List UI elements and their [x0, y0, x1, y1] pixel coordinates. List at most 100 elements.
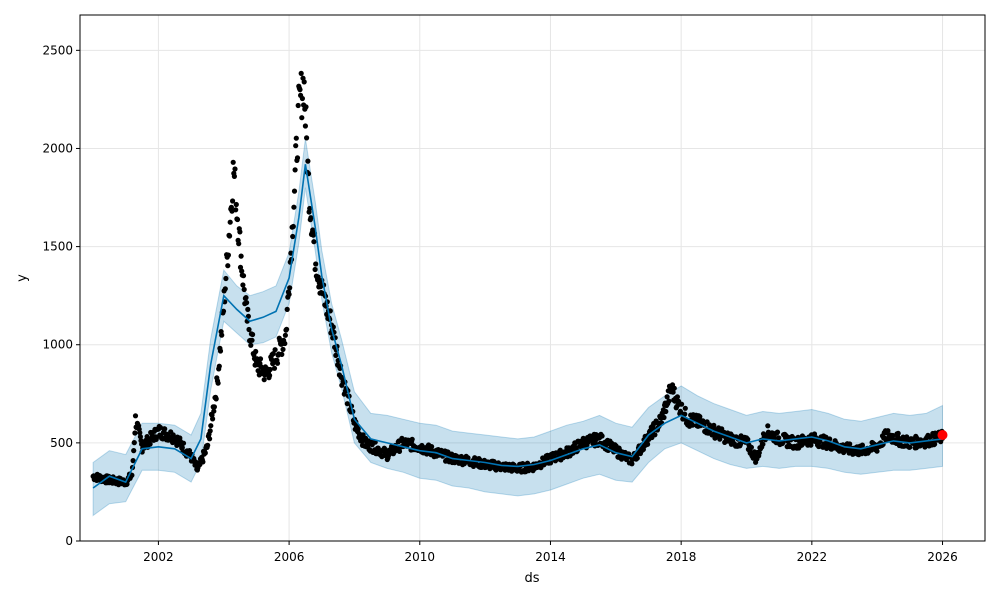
observed-point — [211, 408, 217, 414]
observed-point — [674, 394, 681, 400]
highlight-layer — [937, 430, 948, 440]
observed-point — [756, 450, 762, 456]
observed-point — [808, 442, 814, 448]
observed-point — [765, 423, 771, 429]
observed-point — [210, 416, 216, 422]
observed-point — [344, 401, 350, 407]
observed-point — [245, 313, 251, 319]
grid — [80, 15, 985, 542]
observed-point — [904, 434, 910, 440]
uncertainty-band — [92, 138, 943, 517]
uncertainty-band-layer — [92, 138, 943, 517]
observed-point — [311, 239, 317, 245]
y-tick-label: 0 — [65, 534, 73, 548]
observed-point — [299, 95, 305, 102]
observed-point — [147, 441, 153, 447]
observed-point — [280, 346, 286, 352]
observed-point — [219, 332, 225, 338]
observed-point — [131, 440, 137, 446]
x-tick-label: 2006 — [274, 550, 305, 564]
observed-point — [817, 439, 823, 445]
observed-point — [623, 456, 630, 463]
y-tick-label: 1500 — [42, 240, 73, 254]
observed-point — [220, 308, 227, 314]
observed-point — [297, 87, 303, 93]
observed-point — [307, 205, 313, 212]
observed-point — [222, 286, 228, 292]
observed-point — [645, 441, 651, 447]
observed-point — [207, 428, 213, 434]
observed-point — [248, 342, 254, 348]
observed-point — [232, 166, 238, 172]
observed-point — [270, 351, 276, 357]
observed-point — [302, 123, 308, 129]
x-tick-label: 2010 — [405, 550, 436, 564]
observed-point — [664, 394, 670, 400]
y-tick-label: 500 — [50, 436, 73, 450]
observed-point — [689, 422, 696, 428]
observed-point — [240, 282, 246, 288]
observed-point — [137, 430, 143, 436]
observed-point — [132, 430, 138, 436]
observed-point — [305, 158, 311, 164]
x-axis-label: ds — [524, 571, 539, 586]
observed-point — [271, 365, 278, 371]
observed-point — [272, 347, 278, 353]
observed-point — [308, 215, 314, 221]
observed-point — [243, 295, 249, 301]
observed-point — [216, 363, 222, 369]
observed-point — [745, 436, 751, 442]
x-tick-label: 2014 — [535, 550, 566, 564]
observed-point — [429, 444, 435, 450]
observed-point — [282, 332, 288, 338]
observed-point — [291, 188, 298, 194]
observed-point — [284, 326, 290, 332]
observed-point — [315, 274, 321, 280]
observed-point — [279, 351, 285, 357]
observed-point — [186, 448, 193, 454]
observed-point — [292, 167, 298, 173]
observed-point — [847, 441, 853, 447]
observed-point — [208, 423, 214, 429]
observed-point — [760, 441, 766, 447]
observed-point — [180, 440, 187, 446]
observed-point — [227, 233, 233, 239]
observed-point — [409, 436, 415, 442]
observed-point — [312, 266, 318, 273]
forecast-line-layer — [92, 164, 943, 489]
observed-point — [274, 360, 281, 366]
observed-point — [234, 216, 241, 223]
observed-point — [233, 207, 239, 213]
observed-point — [932, 441, 938, 447]
observed-point — [130, 458, 136, 464]
observed-point — [885, 428, 891, 434]
observed-point — [261, 377, 267, 383]
observed-point — [282, 340, 288, 347]
observed-point — [253, 348, 259, 355]
observed-point — [303, 104, 309, 110]
observed-point — [465, 455, 471, 461]
observed-point — [257, 356, 264, 362]
y-tick-label: 1000 — [42, 338, 73, 352]
observed-point — [132, 413, 139, 419]
observed-point — [240, 273, 247, 279]
observed-point — [298, 70, 304, 76]
y-tick-label: 2500 — [42, 43, 73, 57]
observed-point — [267, 372, 273, 379]
forecast-line — [92, 164, 943, 489]
observed-point — [249, 337, 255, 343]
observed-point — [233, 201, 239, 208]
observed-point — [246, 326, 252, 333]
observed-point — [238, 253, 244, 259]
observed-point — [230, 198, 236, 204]
observed-point — [895, 430, 901, 436]
observed-point — [217, 348, 224, 354]
observed-point — [291, 204, 297, 210]
observed-point — [131, 448, 137, 454]
observed-point — [679, 401, 685, 407]
highlight-point — [937, 430, 948, 440]
observed-point — [245, 306, 251, 312]
observed-point — [290, 223, 296, 230]
